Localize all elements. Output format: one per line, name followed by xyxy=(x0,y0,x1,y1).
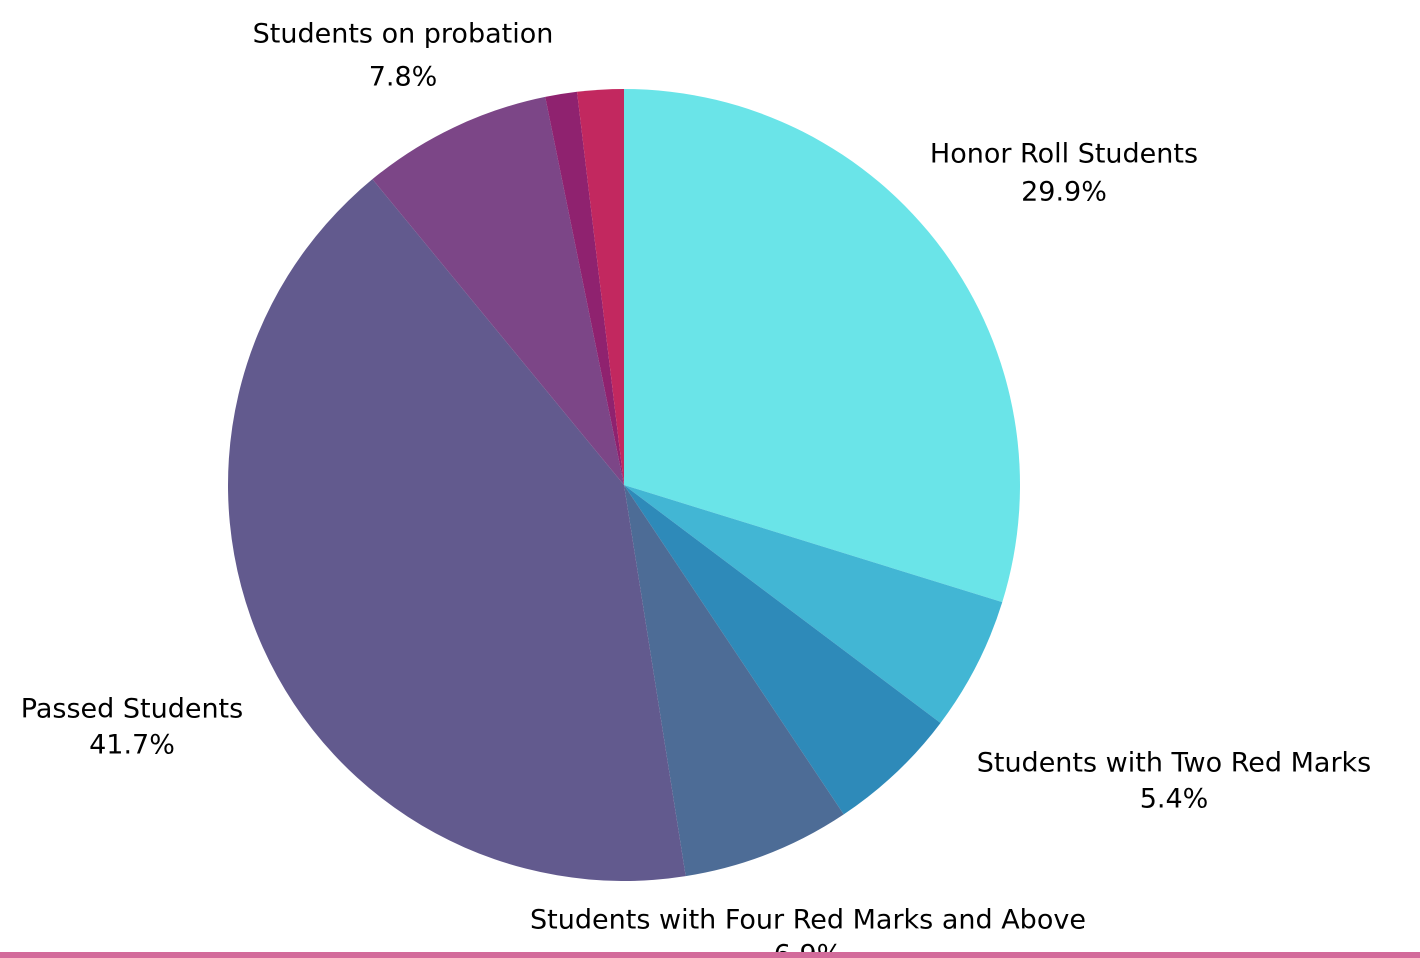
slice-label-4: Passed Students xyxy=(21,694,243,725)
pie-slice-1 xyxy=(624,485,1003,723)
pie-slice-2 xyxy=(624,485,941,815)
slice-label-0: Honor Roll Students xyxy=(930,139,1198,170)
slice-label-5: Students on probation xyxy=(253,19,554,50)
pie-slice-5 xyxy=(372,96,624,485)
slice-percent-4: 41.7% xyxy=(89,730,175,761)
bottom-accent-bar xyxy=(0,952,1420,958)
slice-percent-5: 7.8% xyxy=(369,62,438,93)
pie-slice-6 xyxy=(545,91,624,486)
slice-label-3: Students with Four Red Marks and Above xyxy=(530,905,1086,936)
pie-slices xyxy=(227,89,1021,881)
slice-label-2: Students with Two Red Marks xyxy=(977,748,1372,779)
pie-slice-7 xyxy=(577,89,624,485)
slice-percent-0: 29.9% xyxy=(1021,177,1107,208)
pie-slice-0 xyxy=(624,89,1021,603)
pie-labels: Honor Roll Students 29.9% Students with Tw… xyxy=(21,19,1371,958)
slice-percent-2: 5.4% xyxy=(1140,784,1209,815)
pie-slice-4 xyxy=(227,179,686,881)
pie-slice-3 xyxy=(624,485,844,877)
